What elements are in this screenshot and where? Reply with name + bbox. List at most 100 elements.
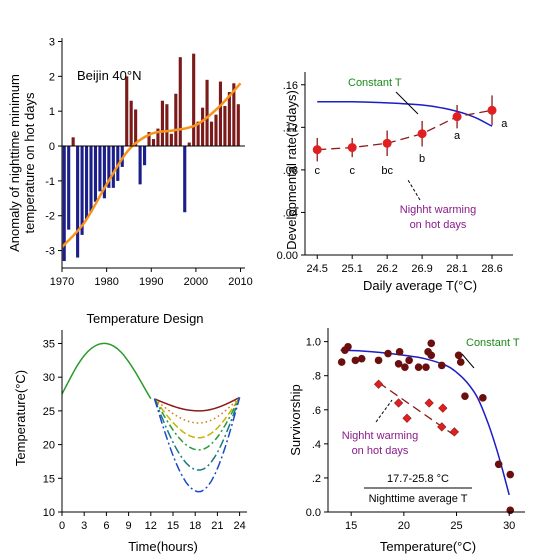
design-xlabel: Time(hours) — [128, 539, 198, 554]
design-xtick-label-12: 12 — [145, 520, 157, 532]
anomaly-ytick-label-3: 3 — [49, 36, 55, 48]
design-xtick-label-9: 9 — [126, 520, 132, 532]
anomaly-bar-1992 — [160, 100, 164, 147]
anomaly-bar-2000 — [196, 121, 200, 147]
anomaly-bar-1977 — [93, 146, 98, 202]
design-night-curve-4 — [153, 397, 241, 471]
night-point-3 — [424, 398, 434, 408]
constant-point-18 — [456, 358, 465, 366]
development-point-5 — [487, 105, 497, 115]
anomaly-bar-1986 — [134, 109, 138, 147]
constant-point-12 — [422, 363, 430, 371]
development-error-bars — [316, 95, 493, 162]
anomaly-bar-1994 — [169, 133, 173, 147]
anomaly-axes: -3 -2 -1 0 1 2 3 1970 1980 1990 2000 2010 — [45, 36, 253, 288]
survivorship-ylabel: Survivorship — [288, 384, 303, 456]
development-ylabel: Developmental rate(1/days) — [284, 90, 299, 250]
development-legend-night-line2: on hot days — [410, 219, 467, 231]
anomaly-bar-1990 — [151, 139, 156, 147]
development-ytick-label-0: 0.00 — [277, 250, 298, 262]
survivorship-xtick-label-25: 25 — [450, 520, 462, 532]
anomaly-bar-1975 — [84, 146, 89, 220]
design-ytick-label-25: 25 — [43, 406, 55, 418]
constant-t-line — [317, 100, 493, 127]
survivorship-ytick-label-2: .4 — [312, 439, 321, 451]
design-xtick-label-6: 6 — [103, 520, 109, 532]
anomaly-bar-2005 — [218, 81, 223, 147]
constant-point-6 — [384, 349, 392, 358]
constant-point-7 — [394, 359, 403, 368]
anomaly-bar-1978 — [98, 146, 102, 192]
development-xtick-label-3: 26.9 — [411, 263, 432, 275]
development-ytick-label-3: .12 — [283, 122, 298, 134]
anomaly-bar-1985 — [129, 100, 133, 147]
anomaly-xtick-label-2010: 2010 — [228, 276, 252, 288]
development-legend-night-arrow — [407, 179, 421, 201]
anomaly-bar-1976 — [89, 146, 93, 213]
survivorship-xtick-label-15: 15 — [345, 520, 357, 532]
anomaly-bars — [62, 53, 240, 262]
night-point-4 — [437, 422, 447, 432]
development-legend-constant: Constant T — [348, 77, 402, 89]
anomaly-bar-2006 — [223, 105, 227, 147]
constant-point-2 — [344, 342, 352, 351]
anomaly-ytick-label-1: 1 — [49, 106, 55, 118]
significance-label-0: c — [314, 165, 320, 177]
survivorship-legend-night-line1: Nighht warming — [342, 430, 418, 442]
design-night-curve-3 — [153, 397, 241, 451]
anomaly-bar-1972 — [71, 137, 75, 147]
anomaly-bar-2008 — [232, 83, 236, 147]
development-ytick-label-1: .04 — [283, 207, 298, 219]
anomaly-bar-2007 — [227, 92, 231, 147]
design-night-curve-5 — [153, 397, 241, 493]
development-xtick-label-0: 24.5 — [307, 263, 328, 275]
design-xtick-label-18: 18 — [189, 520, 201, 532]
constant-points — [337, 339, 515, 515]
constant-point-16 — [437, 361, 446, 370]
development-xtick-label-4: 28.1 — [446, 263, 467, 275]
significance-label-4: a — [454, 130, 461, 142]
panel-development: c c bc b a a 0.00 .04 .08 .12 .16 24.5 25.1 26.2 26.9… — [277, 72, 513, 293]
significance-labels: c c bc b a a — [314, 118, 508, 177]
constant-point-0 — [337, 358, 346, 366]
anomaly-annotation: Beijin 40°N — [77, 68, 141, 83]
design-xtick-label-3: 3 — [81, 520, 87, 532]
anomaly-bar-1999 — [192, 53, 196, 147]
design-ytick-label-20: 20 — [43, 440, 55, 452]
anomaly-bar-2009 — [236, 104, 240, 147]
design-ytick-label-35: 35 — [43, 338, 55, 350]
significance-label-1: c — [349, 165, 355, 177]
anomaly-ytick-label-0: 0 — [49, 141, 55, 153]
anomaly-xtick-label-1990: 1990 — [139, 276, 163, 288]
constant-point-4 — [357, 354, 366, 363]
anomaly-bar-1988 — [143, 146, 147, 166]
anomaly-xtick-label-1980: 1980 — [94, 276, 118, 288]
constant-point-10 — [405, 356, 413, 365]
anomaly-bar-1970 — [62, 146, 66, 262]
survivorship-legend-night-line2: on hot days — [352, 445, 409, 457]
constant-point-22 — [506, 470, 515, 479]
constant-point-5 — [374, 356, 383, 365]
anomaly-bar-1981 — [111, 146, 115, 188]
night-point-5 — [438, 403, 448, 413]
survivorship-ytick-label-1: .2 — [312, 473, 321, 485]
anomaly-bar-1995 — [174, 93, 178, 147]
development-xlabel: Daily average T(°C) — [363, 278, 477, 293]
development-points — [312, 105, 497, 155]
design-axis-frame — [61, 330, 247, 513]
development-point-2 — [382, 138, 392, 148]
survivorship-ytick-label-0: 0.0 — [306, 507, 321, 519]
anomaly-bar-2002 — [205, 79, 209, 147]
design-title: Temperature Design — [86, 311, 203, 326]
constant-fit-line — [340, 349, 510, 496]
development-ytick-label-4: .16 — [283, 80, 298, 92]
design-ylabel: Temperature(°C) — [13, 370, 28, 466]
development-xtick-label-2: 26.2 — [376, 263, 397, 275]
anomaly-ytick-label--1: -1 — [45, 176, 55, 188]
anomaly-xtick-label-1970: 1970 — [50, 276, 74, 288]
constant-point-20 — [479, 394, 487, 402]
anomaly-bar-1974 — [80, 146, 84, 235]
anomaly-ylabel-line1: Anomaly of nighttime minimum — [7, 74, 22, 252]
